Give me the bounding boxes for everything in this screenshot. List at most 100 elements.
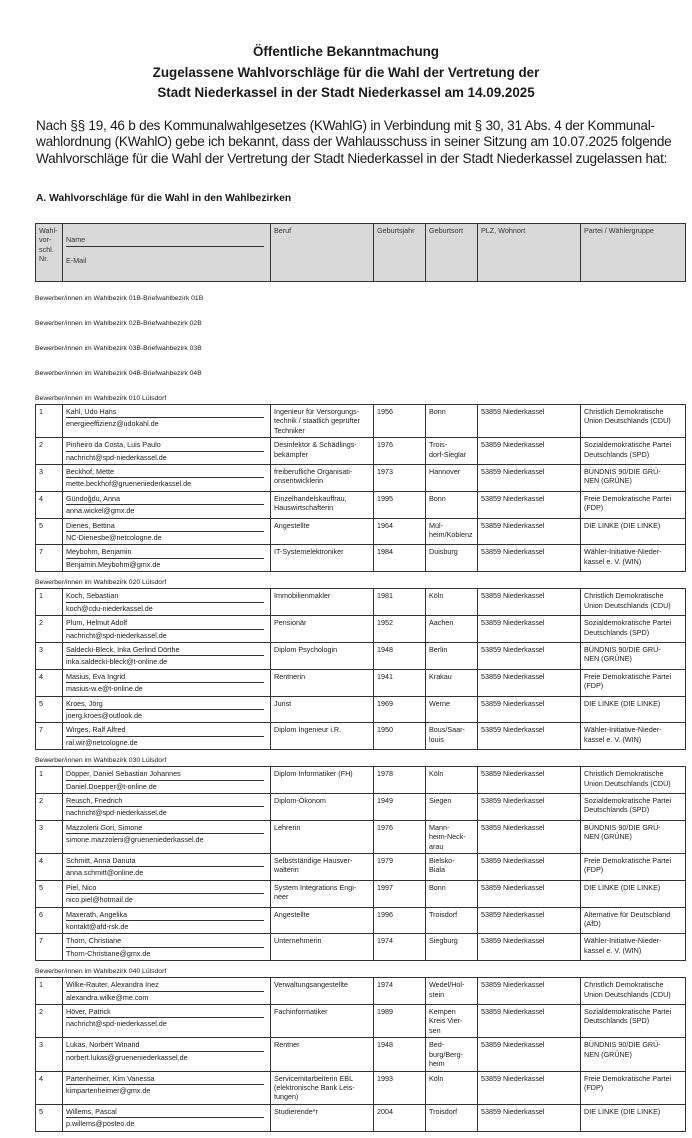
section-heading: A. Wahlvorschläge für die Wahl in den Wa… <box>36 193 292 204</box>
candidate-plz: 53859 Niederkassel <box>477 490 581 519</box>
empty-district-label: Bewerber/innen im Wahlbezirk 02B-Briefwa… <box>35 320 202 327</box>
candidate-row: 1 Wilke-Rauter, Alexandra Inez alexandra.w… <box>35 977 686 1006</box>
candidate-beruf: IT-Systemelektroniker <box>270 544 374 573</box>
district-section: Bewerber/innen im Wahlbezirk 040 Lülsdor… <box>35 967 686 1132</box>
candidate-name: Wilke-Rauter, Alexandra Inez <box>66 980 264 992</box>
candidate-beruf: Rentnerin <box>270 668 374 697</box>
name-email-cell: Lukas, Norbert Winand norbert.lukas@gruen… <box>62 1037 271 1072</box>
candidate-email: inka.saldecki-bleck@t-online.de <box>66 657 168 667</box>
candidate-row: 4 Masius, Eva Ingrid masius-w.e@t-online.d… <box>35 668 686 697</box>
candidate-email: koch@cdu-niederkassel.de <box>66 603 153 613</box>
candidate-row: 6 Maxerath, Angelika kontakt@afd-rsk.de Ang… <box>35 906 686 935</box>
candidate-partei: Freie Demokratische Partei (FDP) <box>580 668 686 697</box>
candidate-row: 4 Schmitt, Anna Danuta anna.schmitt@online… <box>35 853 686 881</box>
name-email-cell: Gündoğdu, Anna anna.wickel@gmx.de <box>62 490 271 519</box>
candidate-ort: Bielsko- Biala <box>425 853 478 881</box>
candidate-beruf: Diplom Informatiker (FH) <box>270 766 374 794</box>
district-label: Bewerber/innen im Wahlbezirk 020 Lülsdor… <box>35 579 167 587</box>
candidate-plz: 53859 Niederkassel <box>477 933 581 962</box>
candidate-plz: 53859 Niederkassel <box>477 792 581 821</box>
candidate-plz: 53859 Niederkassel <box>477 766 581 794</box>
candidate-email: Benjamin.Meybohm@gmx.de <box>66 559 161 569</box>
candidate-jahr: 1948 <box>373 1037 426 1072</box>
candidate-email: NC-Dienesbe@netcologne.de <box>66 533 162 543</box>
candidate-partei: Wähler-Initiative-Nieder- kassel e. V. (… <box>580 722 686 751</box>
candidate-plz: 53859 Niederkassel <box>477 464 581 492</box>
candidate-beruf: Diplom Ingenieur i.R. <box>270 722 374 751</box>
candidate-row: 7 Meybohm, Benjamin Benjamin.Meybohm@gmx.d… <box>35 544 686 573</box>
candidate-plz: 53859 Niederkassel <box>477 853 581 881</box>
header-name-email: Name E-Mail <box>62 223 271 282</box>
candidate-ort: Mül- heim/Koblenz <box>425 517 478 546</box>
candidate-name: Plum, Helmut Adolf <box>66 618 264 630</box>
candidate-ort: Bed- burg/Berg- heim <box>425 1037 478 1072</box>
candidate-email: nachricht@spd-niederkassel.de <box>66 452 167 462</box>
candidate-ort: Bonn <box>425 879 478 908</box>
candidate-plz: 53859 Niederkassel <box>477 906 581 935</box>
candidate-email: anna.wickel@gmx.de <box>66 506 135 516</box>
candidate-ort: Köln <box>425 766 478 794</box>
candidate-beruf: Lehrerin <box>270 819 374 855</box>
name-email-cell: Maxerath, Angelika kontakt@afd-rsk.de <box>62 906 271 935</box>
candidate-partei: Sozialdemokratische Partei Deutschlands … <box>580 437 686 466</box>
candidate-ort: Siegburg <box>425 933 478 962</box>
candidate-name: Saldecki-Bleck, Inka Gerlind Dörthe <box>66 645 264 657</box>
candidate-jahr: 1948 <box>373 641 426 670</box>
header-wohnort: PLZ, Wohnort <box>477 223 581 282</box>
candidate-nr: 4 <box>35 1070 63 1105</box>
candidate-beruf: Studierende*r <box>270 1103 374 1132</box>
candidate-jahr: 2004 <box>373 1103 426 1132</box>
candidate-ort: Hannover <box>425 464 478 492</box>
candidate-nr: 1 <box>35 766 63 794</box>
candidate-ort: Wedel/Hol- stein <box>425 977 478 1006</box>
candidate-jahr: 1974 <box>373 933 426 962</box>
candidate-row: 1 Kahl, Udo Hans energieeffizienz@udokahl.… <box>35 403 686 439</box>
candidate-jahr: 1956 <box>373 403 426 439</box>
candidate-nr: 2 <box>35 1004 63 1039</box>
candidate-name: Kahl, Udo Hans <box>66 407 264 419</box>
candidate-nr: 4 <box>35 490 63 519</box>
name-email-cell: Thorn, Christiane Thorn-Christiane@gmx.de <box>62 933 271 962</box>
candidate-beruf: Diplom-Ökonom <box>270 792 374 821</box>
candidate-plz: 53859 Niederkassel <box>477 1103 581 1132</box>
candidate-beruf: Servicemitarbeiterin EBL (elektronische … <box>270 1070 374 1105</box>
candidate-beruf: Jurist <box>270 695 374 724</box>
district-section: Bewerber/innen im Wahlbezirk 030 Lülsdor… <box>35 756 686 962</box>
candidate-plz: 53859 Niederkassel <box>477 517 581 546</box>
empty-district-label: Bewerber/innen im Wahlbezirk 01B-Briefwa… <box>35 295 204 302</box>
candidate-email: nico.piel@hotmail.de <box>66 895 133 905</box>
candidate-beruf: Pensionär <box>270 615 374 643</box>
candidate-row: 2 Pinheiro da Costa, Luis Paulo nachricht@… <box>35 437 686 466</box>
candidate-nr: 7 <box>35 544 63 573</box>
intro-line: wahlordnung (KWahlO) gebe ich bekannt, d… <box>36 134 672 150</box>
candidate-name: Höver, Patrick <box>66 1007 264 1019</box>
candidate-nr: 5 <box>35 1103 63 1132</box>
candidate-nr: 1 <box>35 403 63 439</box>
candidate-row: 5 Willems, Pascal p.willems@posteo.de Studi… <box>35 1103 686 1132</box>
name-email-cell: Höver, Patrick nachricht@spd-niederkassel… <box>62 1004 271 1039</box>
empty-district-label: Bewerber/innen im Wahlbezirk 03B-Briefwa… <box>35 345 202 352</box>
candidate-name: Partenheimer, Kim Vanessa <box>66 1074 264 1085</box>
candidate-name: Reusch, Friedrich <box>66 796 264 808</box>
name-email-cell: Schmitt, Anna Danuta anna.schmitt@online.… <box>62 853 271 881</box>
name-email-cell: Pinheiro da Costa, Luis Paulo nachricht@s… <box>62 437 271 466</box>
candidate-nr: 7 <box>35 933 63 962</box>
candidate-partei: DIE LINKE (DIE LINKE) <box>580 517 686 546</box>
candidate-name: Masius, Eva Ingrid <box>66 672 264 684</box>
candidate-partei: Freie Demokratische Partei (FDP) <box>580 490 686 519</box>
name-email-cell: Meybohm, Benjamin Benjamin.Meybohm@gmx.de <box>62 544 271 573</box>
title-line: Stadt Niederkassel in der Stadt Niederka… <box>157 85 535 100</box>
candidate-ort: Trois- dorf-Sieglar <box>425 437 478 466</box>
candidate-partei: BÜNDNIS 90/DIE GRÜ- NEN (GRÜNE) <box>580 819 686 855</box>
candidate-partei: BÜNDNIS 90/DIE GRÜ- NEN (GRÜNE) <box>580 641 686 670</box>
candidate-name: Beckhof, Mette <box>66 467 264 479</box>
candidate-ort: Troisdorf <box>425 906 478 935</box>
candidate-beruf: Angestellte <box>270 906 374 935</box>
name-email-cell: Reusch, Friedrich nachricht@spd-niederkas… <box>62 792 271 821</box>
candidate-jahr: 1995 <box>373 490 426 519</box>
candidate-partei: Wähler-Initiative-Nieder- kassel e. V. (… <box>580 933 686 962</box>
header-beruf: Beruf <box>270 223 374 282</box>
candidate-ort: Köln <box>425 1070 478 1105</box>
candidate-beruf: Einzelhandelskauffrau, Hauswirtschafteri… <box>270 490 374 519</box>
candidate-plz: 53859 Niederkassel <box>477 722 581 751</box>
